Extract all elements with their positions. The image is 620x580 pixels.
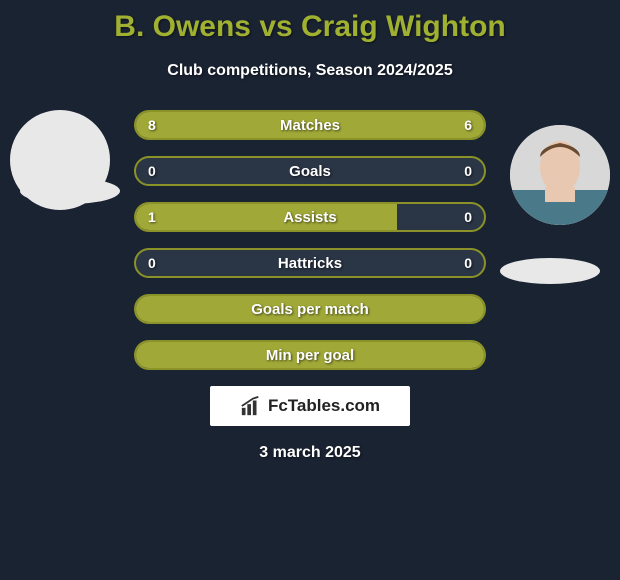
stat-bar-assists: 10Assists xyxy=(134,202,486,232)
stat-label: Assists xyxy=(136,204,484,230)
stat-label: Goals per match xyxy=(136,296,484,322)
page-title: B. Owens vs Craig Wighton xyxy=(0,0,620,44)
player-right-avatar xyxy=(510,125,610,225)
player-left-shadow xyxy=(20,178,120,204)
stat-label: Hattricks xyxy=(136,250,484,276)
branding-badge: FcTables.com xyxy=(210,386,410,426)
player-photo-icon xyxy=(510,125,610,225)
stat-bar-matches: 86Matches xyxy=(134,110,486,140)
player-right-shadow xyxy=(500,258,600,284)
stat-label: Min per goal xyxy=(136,342,484,368)
stat-label: Matches xyxy=(136,112,484,138)
stat-bar-goals-per-match: Goals per match xyxy=(134,294,486,324)
chart-icon xyxy=(240,395,262,417)
date-text: 3 march 2025 xyxy=(0,444,620,462)
stats-container: 86Matches 00Goals 10Assists 00Hattricks Goal… xyxy=(134,110,486,370)
stat-bar-goals: 00Goals xyxy=(134,156,486,186)
stat-bar-min-per-goal: Min per goal xyxy=(134,340,486,370)
branding-text: FcTables.com xyxy=(268,396,380,416)
stat-label: Goals xyxy=(136,158,484,184)
page-subtitle: Club competitions, Season 2024/2025 xyxy=(0,62,620,80)
stat-bar-hattricks: 00Hattricks xyxy=(134,248,486,278)
